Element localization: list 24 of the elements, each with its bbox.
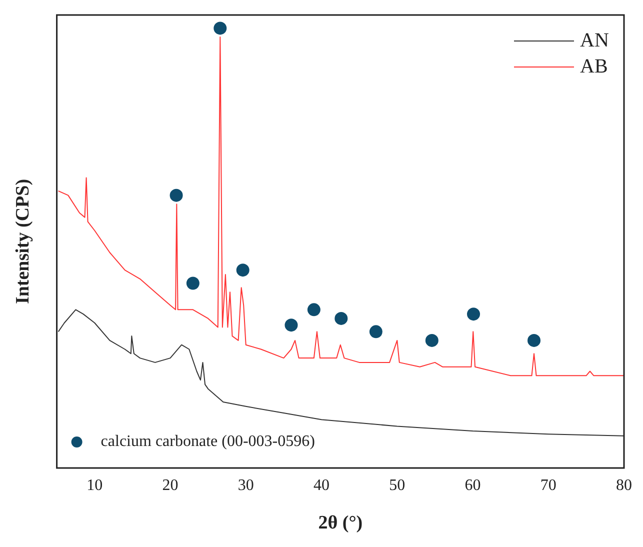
- point: [307, 303, 320, 316]
- point: [528, 334, 541, 347]
- x-tick-label: 60: [464, 476, 481, 494]
- x-tick-label: 50: [389, 476, 406, 494]
- x-tick-label: 40: [313, 476, 330, 494]
- legend-label: AN: [580, 29, 609, 52]
- point: [334, 312, 348, 325]
- point: [214, 22, 227, 35]
- point: [425, 334, 438, 347]
- x-tick-label: 80: [616, 476, 632, 494]
- y-axis-title: Intensity (CPS): [12, 178, 34, 304]
- x-tick-label: 30: [238, 476, 254, 494]
- x-axis-title: 2θ (°): [318, 512, 363, 534]
- point: [467, 308, 480, 321]
- x-tick-label: 70: [540, 476, 556, 494]
- legend-label: calcium carbonate (00-003-0596): [100, 433, 315, 450]
- point: [236, 264, 250, 277]
- x-tick-label: 10: [86, 476, 103, 494]
- point: [186, 276, 200, 290]
- point: [369, 325, 382, 338]
- legend-label: AB: [580, 55, 608, 78]
- point: [170, 188, 183, 202]
- point: [284, 318, 298, 332]
- x-tick-label: 20: [162, 476, 178, 494]
